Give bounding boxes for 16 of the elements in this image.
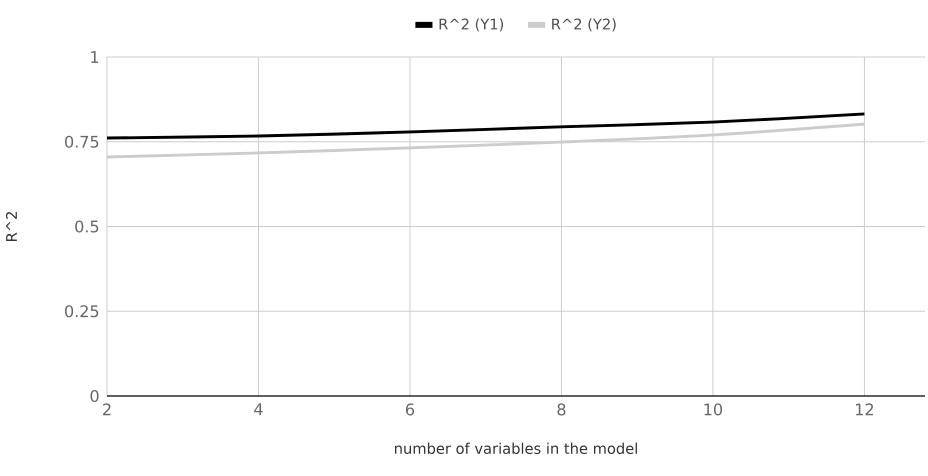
y-tick-label: 0 [90,390,99,402]
line-series [106,112,866,140]
y-axis-title: R^2 [6,212,17,241]
x-tick-label: 12 [856,403,873,416]
x-tick-label: 2 [103,403,110,416]
y-tick-label: 1 [91,51,98,63]
y-tick-label: 0.25 [65,305,98,318]
x-tick-label: 10 [704,403,722,416]
x-tick-label: 8 [557,403,566,416]
legend-label: R^2 (Y1) [440,18,504,32]
legend-label: R^2 (Y2) [552,18,616,32]
x-tick-label: 4 [254,403,263,416]
y-tick-label: 0.5 [75,220,98,233]
x-axis-title: number of variables in the model [395,442,637,454]
x-tick-label: 6 [406,403,414,416]
y-tick-label: 0.75 [65,136,98,148]
